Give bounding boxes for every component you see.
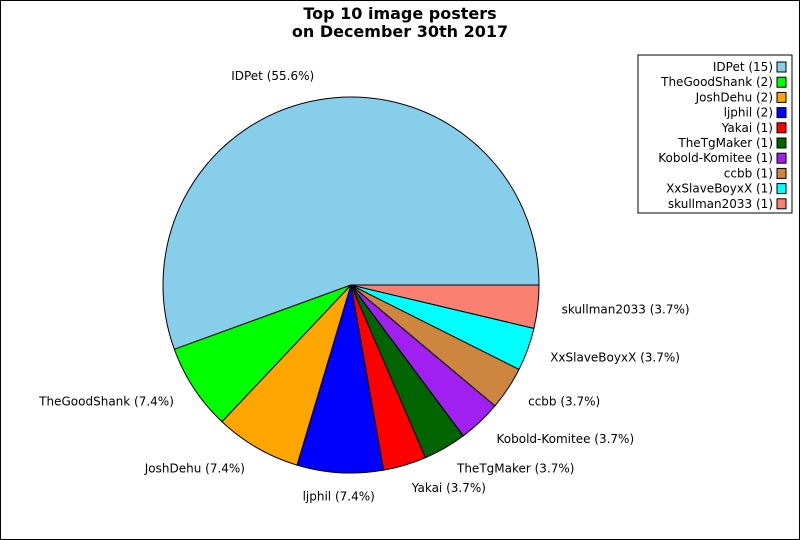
pie-slice-skullman2033 — [350, 284, 540, 329]
legend: IDPet (15)TheGoodShank (2)JoshDehu (2) lj… — [637, 54, 793, 214]
legend-label-thegoodshank: TheGoodShank (2) — [660, 75, 773, 89]
legend-label-thetgmaker: TheTgMaker (1) — [677, 136, 773, 150]
legend-swatch-idpet — [776, 61, 787, 73]
legend-label-ljphil: ljphil (2) — [724, 106, 773, 120]
slice-labels: IDPet (55.6%) TheGoodShank (7.4%) JoshDehu… — [38, 69, 689, 503]
slice-label-ljphil: ljphil (7.4%) — [303, 490, 375, 504]
legend-label-yakai: Yakai (1) — [721, 121, 773, 135]
pie-slice-idpet — [162, 96, 540, 350]
legend-label-joshdehu: JoshDehu (2) — [695, 90, 773, 104]
slice-label-kobold-komitee: Kobold-Komitee (3.7%) — [497, 432, 635, 446]
slice-label-joshdehu: JoshDehu (7.4%) — [144, 462, 245, 476]
legend-box — [637, 54, 793, 214]
slice-label-thegoodshank: TheGoodShank (7.4%) — [38, 395, 174, 409]
legend-swatch-thetgmaker — [776, 137, 787, 149]
slice-label-ccbb: ccbb (3.7%) — [528, 395, 600, 409]
legend-swatch-xxslaveboyxx — [776, 183, 787, 195]
legend-swatch-kobold-komitee — [776, 152, 787, 164]
legend-swatch-ljphil — [776, 107, 787, 119]
legend-label-idpet: IDPet (15) — [713, 60, 773, 74]
chart-title: Top 10 image posters — [303, 4, 496, 23]
pie-slices — [162, 96, 540, 474]
legend-label-skullman2033: skullman2033 (1) — [668, 197, 773, 211]
legend-label-ccbb: ccbb (1) — [724, 166, 773, 180]
legend-swatch-thegoodshank — [776, 76, 787, 88]
slice-label-xxslaveboyxx: XxSlaveBoyxX (3.7%) — [550, 351, 680, 365]
legend-label-kobold-komitee: Kobold-Komitee (1) — [658, 151, 773, 165]
legend-swatch-joshdehu — [776, 91, 787, 103]
slice-label-idpet: IDPet (55.6%) — [231, 69, 314, 83]
legend-swatch-skullman2033 — [776, 198, 787, 210]
legend-label-xxslaveboyxx: XxSlaveBoyxX (1) — [666, 182, 773, 196]
slice-label-skullman2033: skullman2033 (3.7%) — [562, 303, 690, 317]
slice-label-yakai: Yakai (3.7%) — [411, 481, 486, 495]
legend-swatch-yakai — [776, 122, 787, 134]
legend-swatch-ccbb — [776, 167, 787, 179]
slice-label-thetgmaker: TheTgMaker (3.7%) — [456, 462, 574, 476]
chart-subtitle: on December 30th 2017 — [292, 22, 508, 41]
